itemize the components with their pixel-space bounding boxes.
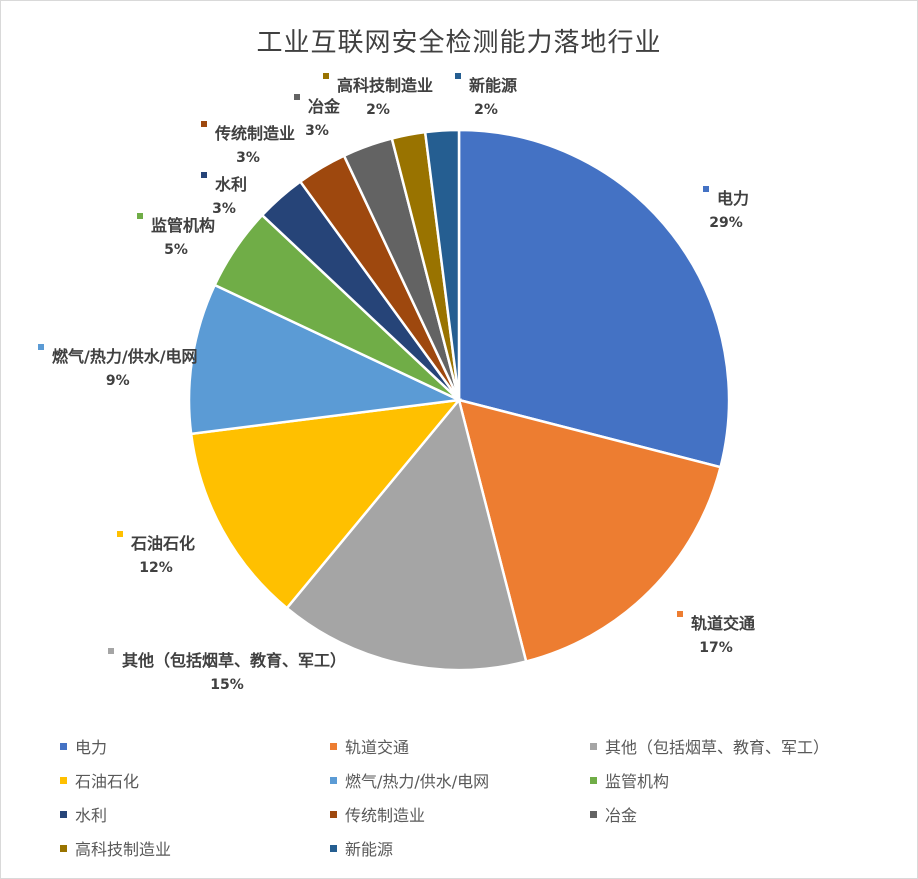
pie-slice xyxy=(285,397,528,672)
legend-label: 冶金 xyxy=(605,806,638,825)
data-label: 石油石化 12% xyxy=(117,530,196,580)
legend-swatch xyxy=(590,743,597,750)
data-label: 轨道交通 17% xyxy=(677,610,756,660)
legend-item: 传统制造业 xyxy=(330,802,425,826)
data-label: 水利 3% xyxy=(201,171,248,221)
data-label-value: 2% xyxy=(474,101,498,118)
data-label-name: 石油石化 xyxy=(131,533,196,553)
pie-slice xyxy=(187,283,464,436)
data-label-name: 燃气/热力/供水/电网 xyxy=(52,346,198,366)
legend-swatch xyxy=(590,777,597,784)
legend-item: 水利 xyxy=(60,802,107,826)
data-label: 电力 29% xyxy=(703,185,750,235)
pie-slice xyxy=(423,128,461,401)
chart-title: 工业互联网安全检测能力落地行业 xyxy=(256,28,662,58)
data-label-name: 电力 xyxy=(717,188,750,208)
data-label-swatch xyxy=(323,72,329,79)
data-label: 高科技制造业 2% xyxy=(323,72,434,122)
legend-swatch xyxy=(60,743,67,750)
data-label-value: 15% xyxy=(210,676,244,693)
legend-item: 监管机构 xyxy=(590,768,669,792)
data-label-swatch xyxy=(117,530,123,537)
legend-item: 其他（包括烟草、教育、军工） xyxy=(590,734,829,758)
data-label-swatch xyxy=(137,212,143,219)
legend-swatch xyxy=(60,777,67,784)
legend-swatch xyxy=(60,811,67,818)
data-label: 传统制造业 3% xyxy=(201,120,296,170)
data-label-swatch xyxy=(108,647,114,654)
data-label-swatch xyxy=(703,185,709,192)
legend-label: 轨道交通 xyxy=(345,738,410,757)
legend-item: 电力 xyxy=(60,734,107,758)
data-label-name: 监管机构 xyxy=(151,215,216,235)
data-label: 新能源 2% xyxy=(455,72,518,122)
legend-label: 燃气/热力/供水/电网 xyxy=(345,772,490,791)
data-label-swatch xyxy=(455,72,461,79)
legend-swatch xyxy=(330,811,337,818)
pie-slice xyxy=(189,398,462,610)
data-label-name: 传统制造业 xyxy=(215,123,296,143)
data-label-value: 3% xyxy=(212,200,236,217)
pie-slice xyxy=(457,398,723,664)
data-label-value: 17% xyxy=(699,639,733,656)
data-label-name: 轨道交通 xyxy=(691,613,756,633)
legend-label: 电力 xyxy=(75,738,108,757)
data-label-name: 新能源 xyxy=(469,75,518,95)
data-label: 监管机构 5% xyxy=(137,212,216,262)
legend-item: 燃气/热力/供水/电网 xyxy=(330,768,489,792)
legend-item: 冶金 xyxy=(590,802,637,826)
data-label-value: 3% xyxy=(236,149,260,166)
data-label-swatch xyxy=(201,171,207,178)
data-label-value: 5% xyxy=(164,241,188,258)
data-label-value: 9% xyxy=(105,372,130,389)
legend-label: 水利 xyxy=(75,806,108,825)
data-label-name: 其他（包括烟草、教育、军工） xyxy=(122,650,347,670)
legend-swatch xyxy=(330,845,337,852)
data-label-name: 高科技制造业 xyxy=(337,75,434,95)
legend-label: 新能源 xyxy=(345,840,394,859)
data-label-swatch xyxy=(201,120,207,127)
legend-swatch xyxy=(330,743,337,750)
data-label-swatch xyxy=(677,610,683,617)
legend-label: 高科技制造业 xyxy=(75,840,172,859)
legend-item: 新能源 xyxy=(330,836,393,860)
data-label-value: 2% xyxy=(366,101,390,118)
legend-label: 石油石化 xyxy=(75,772,140,791)
legend-swatch xyxy=(60,845,67,852)
legend-swatch xyxy=(590,811,597,818)
data-label-value: 12% xyxy=(139,559,173,576)
data-label: 燃气/热力/供水/电网 9% xyxy=(38,343,198,393)
data-label: 其他（包括烟草、教育、军工） 15% xyxy=(108,647,347,697)
legend-item: 高科技制造业 xyxy=(60,836,171,860)
legend-swatch xyxy=(330,777,337,784)
data-label-value: 3% xyxy=(305,122,329,139)
legend-label: 传统制造业 xyxy=(345,806,426,825)
legend-item: 轨道交通 xyxy=(330,734,409,758)
legend-item: 石油石化 xyxy=(60,768,139,792)
legend-label: 其他（包括烟草、教育、军工） xyxy=(605,738,830,757)
data-label-swatch xyxy=(38,343,44,350)
data-label-value: 29% xyxy=(709,214,743,231)
data-label-name: 冶金 xyxy=(308,96,341,116)
legend-label: 监管机构 xyxy=(605,772,670,791)
pie-slice xyxy=(457,128,731,469)
data-label-swatch xyxy=(294,93,300,100)
data-label-name: 水利 xyxy=(215,174,248,194)
data-label: 冶金 3% xyxy=(294,93,341,143)
